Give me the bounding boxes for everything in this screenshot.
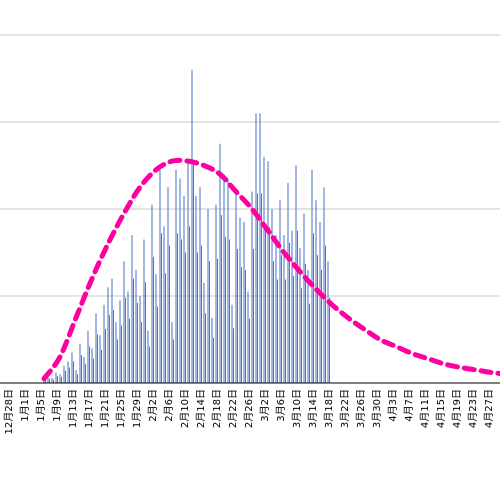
x-tick-label: 4月15日 [435,389,447,428]
x-tick-label: 3月10日 [291,389,303,428]
x-tick-label: 1月1日 [19,389,31,422]
x-tick-label: 2月2日 [147,389,159,422]
x-tick-label: 3月30日 [371,389,383,428]
x-tick-label: 3月26日 [355,389,367,428]
x-tick-label: 4月23日 [467,389,479,428]
x-tick-label: 3月6日 [275,389,287,422]
x-tick-label: 4月11日 [419,389,431,428]
x-tick-label: 12月28日 [3,389,15,434]
x-tick-label: 2月6日 [163,389,175,422]
x-tick-label: 4月7日 [403,389,415,422]
bar-series-blue [43,69,329,383]
x-tick-label: 1月17日 [83,389,95,428]
x-tick-label: 4月19日 [451,389,463,428]
x-tick-label: 2月10日 [179,389,191,428]
x-tick-label: 3月14日 [307,389,319,428]
gridlines [0,34,500,297]
x-tick-label: 4月27日 [483,389,495,428]
x-tick-label: 2月18日 [211,389,223,428]
x-tick-label: 3月2日 [259,389,271,422]
bar-series-red [45,163,330,383]
x-tick-label: 1月9日 [51,389,63,422]
x-tick-labels: 12月28日 1月1日 1月5日 1月9日 1月13日 1月17日 1月21日 1月25日 1月… [3,389,495,434]
x-tick-label: 2月26日 [243,389,255,428]
x-tick-label: 1月29日 [131,389,143,428]
x-tick-label: 2月14日 [195,389,207,428]
trend-line [41,157,500,382]
x-tick-label: 3月18日 [323,389,335,428]
x-tick-label: 3月22日 [339,389,351,428]
x-tick-label: 1月13日 [67,389,79,428]
x-tick-label: 1月25日 [115,389,127,428]
x-tick-label: 2月22日 [227,389,239,428]
x-tick-label: 4月3日 [387,389,399,422]
x-tick-label: 1月21日 [99,389,111,428]
x-tick-label: 1月5日 [35,389,47,422]
